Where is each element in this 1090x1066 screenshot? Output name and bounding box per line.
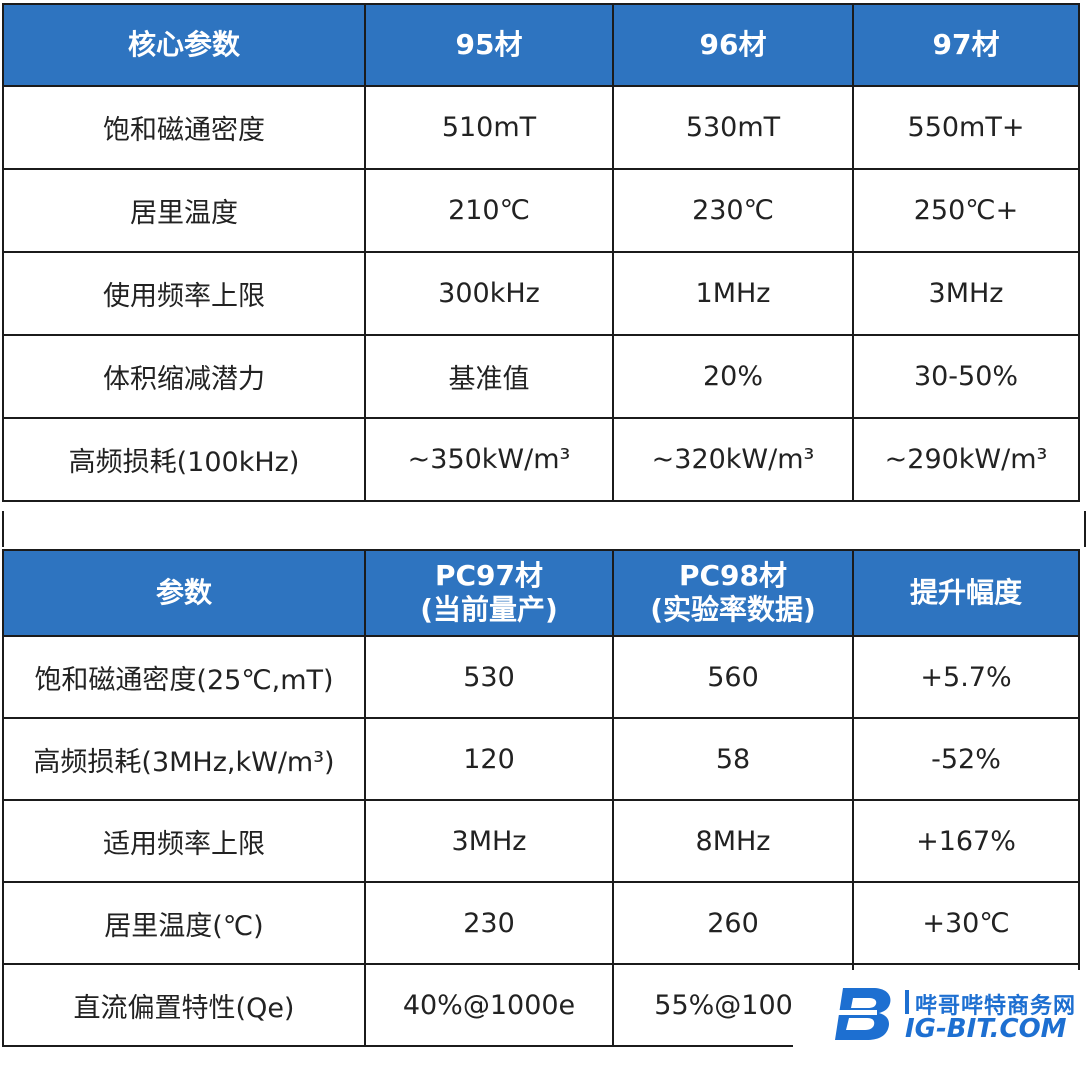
table-row: 饱和磁通密度 510mT 530mT 550mT+ bbox=[2, 85, 1080, 170]
table-row: 高频损耗(100kHz) ~350kW/m³ ~320kW/m³ ~290kW/… bbox=[2, 417, 1080, 502]
big-bit-logo-icon bbox=[833, 988, 891, 1040]
table-row: 高频损耗(3MHz,kW/m³) 120 58 -52% bbox=[2, 717, 1080, 801]
cell-value: 3MHz bbox=[364, 799, 614, 883]
cell-value: 230℃ bbox=[612, 168, 854, 253]
watermark: 哔哥哔特商务网 IG-BIT.COM bbox=[793, 970, 1090, 1066]
header-cell: 95材 bbox=[364, 3, 614, 87]
cell-value: 基准值 bbox=[364, 334, 614, 419]
cell-value: 250℃+ bbox=[852, 168, 1080, 253]
table-row: 居里温度(℃) 230 260 +30℃ bbox=[2, 881, 1080, 965]
cell-value: -52% bbox=[852, 717, 1080, 801]
cell-value: 550mT+ bbox=[852, 85, 1080, 170]
cell-value: 58 bbox=[612, 717, 854, 801]
cell-value: ~290kW/m³ bbox=[852, 417, 1080, 502]
cell-value: 120 bbox=[364, 717, 614, 801]
cell-value: 210℃ bbox=[364, 168, 614, 253]
cell-value: 40%@1000e bbox=[364, 963, 614, 1047]
cell-value: 300kHz bbox=[364, 251, 614, 336]
row-label: 适用频率上限 bbox=[2, 799, 366, 883]
cell-value: 3MHz bbox=[852, 251, 1080, 336]
header-cell: 97材 bbox=[852, 3, 1080, 87]
table-header-row: 核心参数 95材 96材 97材 bbox=[2, 3, 1080, 87]
cell-value: +167% bbox=[852, 799, 1080, 883]
row-label: 使用频率上限 bbox=[2, 251, 366, 336]
row-label: 体积缩减潜力 bbox=[2, 334, 366, 419]
table-row: 适用频率上限 3MHz 8MHz +167% bbox=[2, 799, 1080, 883]
table-row: 体积缩减潜力 基准值 20% 30-50% bbox=[2, 334, 1080, 419]
cell-value: 1MHz bbox=[612, 251, 854, 336]
header-cell: 96材 bbox=[612, 3, 854, 87]
header-cell: PC97材 (当前量产) bbox=[364, 549, 614, 637]
watermark-bar bbox=[905, 990, 909, 1014]
table-gap bbox=[2, 511, 1086, 547]
table-row: 使用频率上限 300kHz 1MHz 3MHz bbox=[2, 251, 1080, 336]
cell-value: 20% bbox=[612, 334, 854, 419]
header-cell: 参数 bbox=[2, 549, 366, 637]
cell-value: +30℃ bbox=[852, 881, 1080, 965]
watermark-cn: 哔哥哔特商务网 bbox=[915, 994, 1077, 1019]
row-label: 饱和磁通密度 bbox=[2, 85, 366, 170]
cell-value: 30-50% bbox=[852, 334, 1080, 419]
row-label: 高频损耗(3MHz,kW/m³) bbox=[2, 717, 366, 801]
cell-value: ~350kW/m³ bbox=[364, 417, 614, 502]
header-cell: 提升幅度 bbox=[852, 549, 1080, 637]
cell-value: 260 bbox=[612, 881, 854, 965]
watermark-en: IG-BIT.COM bbox=[905, 1014, 1067, 1044]
row-label: 居里温度(℃) bbox=[2, 881, 366, 965]
header-cell: PC98材 (实验率数据) bbox=[612, 549, 854, 637]
row-label: 高频损耗(100kHz) bbox=[2, 417, 366, 502]
pc98-comparison-table: 参数 PC97材 (当前量产) PC98材 (实验率数据) 提升幅度 饱和磁通密… bbox=[2, 549, 1080, 1047]
table-header-row: 参数 PC97材 (当前量产) PC98材 (实验率数据) 提升幅度 bbox=[2, 549, 1080, 637]
cell-value: 560 bbox=[612, 635, 854, 719]
cell-value: 8MHz bbox=[612, 799, 854, 883]
cell-value: 230 bbox=[364, 881, 614, 965]
row-label: 居里温度 bbox=[2, 168, 366, 253]
row-label: 直流偏置特性(Qe) bbox=[2, 963, 366, 1047]
header-cell: 核心参数 bbox=[2, 3, 366, 87]
cell-value: 530mT bbox=[612, 85, 854, 170]
row-label: 饱和磁通密度(25℃,mT) bbox=[2, 635, 366, 719]
cell-value: ~320kW/m³ bbox=[612, 417, 854, 502]
cell-value: +5.7% bbox=[852, 635, 1080, 719]
cell-value: 530 bbox=[364, 635, 614, 719]
table-row: 居里温度 210℃ 230℃ 250℃+ bbox=[2, 168, 1080, 253]
table-row: 饱和磁通密度(25℃,mT) 530 560 +5.7% bbox=[2, 635, 1080, 719]
core-params-table: 核心参数 95材 96材 97材 饱和磁通密度 510mT 530mT 550m… bbox=[2, 3, 1080, 502]
cell-value: 510mT bbox=[364, 85, 614, 170]
